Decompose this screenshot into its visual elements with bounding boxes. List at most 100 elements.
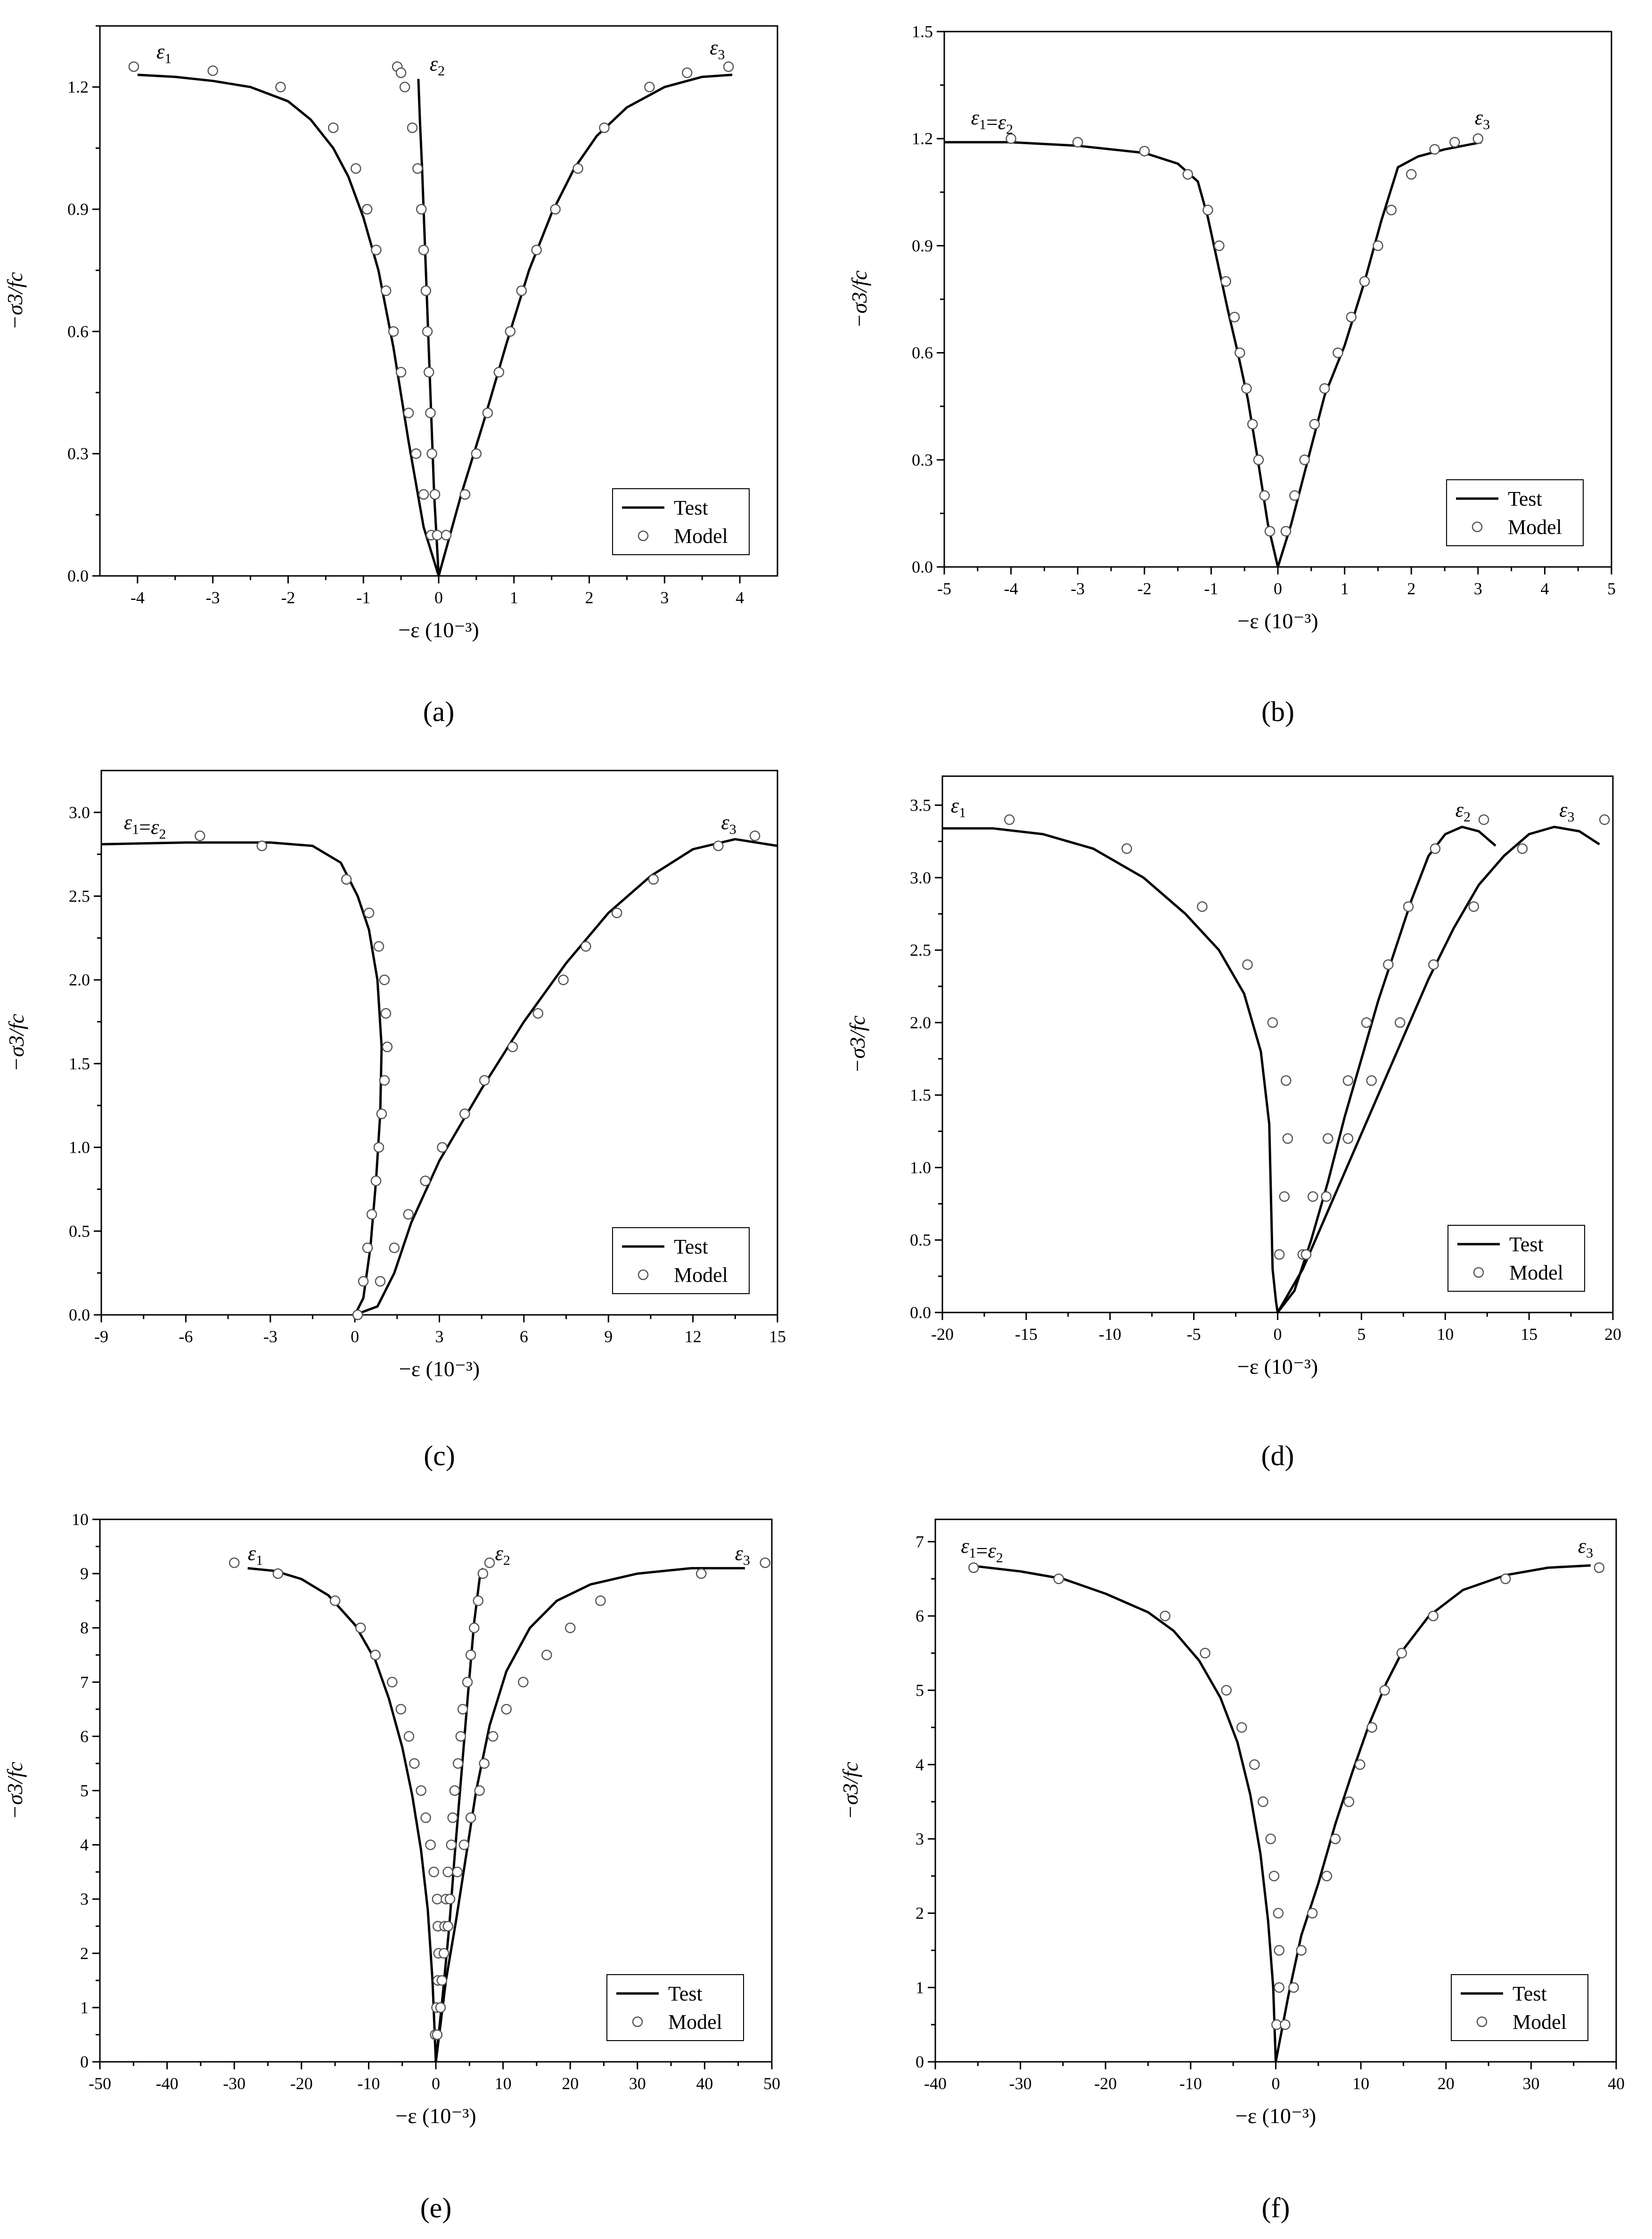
model-point (1307, 1191, 1318, 1202)
model-point (1428, 1610, 1439, 1622)
y-tick-label: 0.0 (912, 558, 933, 576)
x-tick-label: 20 (1438, 2074, 1455, 2093)
legend-box (612, 488, 750, 555)
model-point (1200, 1648, 1210, 1659)
curve-label: ε1 (951, 794, 966, 820)
legend-model-label: Model (1509, 1261, 1563, 1284)
model-point (1517, 843, 1528, 854)
test-curve (434, 1567, 745, 2062)
y-axis-label: −σ3/fc (838, 1762, 862, 1820)
model-point (1309, 418, 1320, 430)
test-curve (969, 1564, 1277, 2062)
x-tick-label: 10 (1437, 1325, 1454, 1344)
legend-test-label: Test (668, 1982, 703, 2005)
legend-test-label: Test (674, 496, 708, 519)
y-axis-label: −σ3/fc (4, 1014, 28, 1072)
model-point (1296, 1945, 1307, 1956)
x-tick-label: 2 (1407, 579, 1415, 598)
model-point (501, 1704, 512, 1715)
legend: Test Model (1448, 1225, 1585, 1292)
curve-label: ε3 (735, 1542, 750, 1568)
model-point (452, 1866, 463, 1878)
model-point (482, 407, 493, 418)
model-point (438, 1948, 450, 1959)
model-point (1249, 1759, 1260, 1770)
x-tick-label: -40 (156, 2074, 179, 2093)
y-tick-label: 5 (80, 1781, 89, 1800)
curve-label: ε1 (156, 40, 172, 66)
model-point (380, 1008, 392, 1019)
model-point (595, 1595, 606, 1606)
x-tick-label: -40 (924, 2074, 947, 2093)
y-tick-label: 1.2 (67, 78, 89, 97)
curve-label: ε2 (495, 1542, 510, 1568)
x-tick-label: 15 (1521, 1325, 1538, 1344)
model-point (599, 122, 610, 133)
model-point (341, 874, 352, 885)
model-point (532, 1008, 544, 1019)
model-point (275, 82, 286, 92)
y-tick-label: 7 (916, 1532, 924, 1551)
model-point (358, 1276, 369, 1287)
model-point (373, 1142, 384, 1153)
model-point (1307, 1908, 1318, 1919)
x-tick-label: -10 (357, 2074, 380, 2093)
model-point (407, 122, 418, 133)
model-point (388, 326, 399, 337)
x-tick-label: 50 (763, 2074, 780, 2093)
panel-d: -20 -15 -10 -5 0 5 10 15 20 0.0 0.5 1.0 1.5 2.0 2.5 3.0… (845, 775, 1621, 1471)
x-tick-label: 30 (1522, 2074, 1539, 2093)
model-point (1468, 901, 1479, 912)
panel-caption: (c) (424, 1440, 455, 1471)
model-point (1599, 814, 1610, 825)
y-tick-label: 6 (916, 1607, 924, 1625)
x-tick-label: -30 (223, 2074, 245, 2093)
legend-test-label: Test (1508, 487, 1542, 510)
y-tick-label: 3.5 (910, 796, 931, 815)
model-point (442, 1866, 453, 1878)
y-tick-label: 0.6 (912, 344, 933, 362)
model-point (380, 285, 392, 296)
x-axis-label: −ε (10⁻³) (399, 1357, 480, 1381)
x-tick-label: -20 (931, 1325, 954, 1344)
y-tick-label: 0.9 (912, 236, 933, 255)
model-point (128, 61, 139, 72)
x-tick-label: -10 (1099, 1325, 1121, 1344)
model-point (1428, 959, 1439, 970)
model-point (420, 285, 432, 296)
model-point (1253, 454, 1264, 466)
test-curve (354, 838, 778, 1316)
x-tick-label: -1 (356, 588, 370, 607)
model-point (469, 1622, 480, 1633)
panel-caption: (d) (1261, 1440, 1294, 1471)
y-tick-label: 0.5 (910, 1230, 931, 1249)
model-point (1342, 1133, 1354, 1144)
model-point (441, 530, 452, 541)
x-tick-label: -3 (206, 588, 220, 607)
model-point (479, 1075, 490, 1086)
legend-marker-swatch (1473, 1267, 1484, 1278)
model-point (1383, 959, 1394, 970)
legend-box (1448, 1225, 1585, 1292)
curve-label: ε2 (430, 52, 445, 79)
model-point (493, 367, 505, 378)
model-point (426, 448, 437, 459)
model-point (432, 1894, 443, 1904)
test-curve (1276, 826, 1600, 1313)
model-point (447, 1812, 458, 1823)
model-point (1121, 843, 1132, 854)
x-tick-label: -4 (131, 588, 145, 607)
model-point (207, 65, 218, 76)
x-tick-label: 40 (696, 2074, 713, 2093)
model-point (465, 1812, 476, 1823)
x-tick-label: -3 (1071, 579, 1085, 598)
test-curve (137, 74, 440, 576)
model-point (1346, 312, 1357, 323)
model-point (1267, 1017, 1278, 1028)
y-axis-label: −σ3/fc (3, 1762, 27, 1820)
model-point (479, 1758, 490, 1769)
model-point (195, 830, 205, 841)
x-tick-label: 4 (1540, 579, 1549, 598)
x-tick-label: -15 (1015, 1325, 1038, 1344)
model-point (389, 1242, 400, 1254)
